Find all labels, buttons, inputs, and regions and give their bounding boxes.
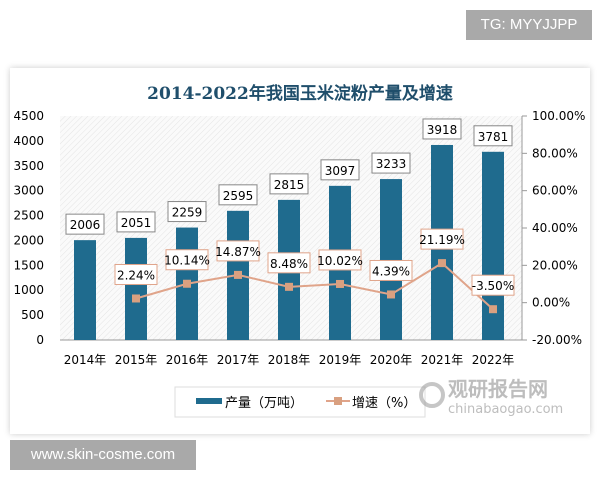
left-tick-label: 3500 <box>13 159 44 173</box>
svg-text:chinabaogao.com: chinabaogao.com <box>448 402 563 417</box>
bar-data-label: 3781 <box>478 130 509 144</box>
svg-text:观研报告网: 观研报告网 <box>448 377 548 401</box>
growth-data-label: 10.02% <box>317 254 363 268</box>
x-tick-label: 2015年 <box>115 353 158 367</box>
bar-data-label-box <box>116 211 156 233</box>
right-tick-label: 0.00% <box>532 296 570 310</box>
x-tick-label: 2021年 <box>421 353 464 367</box>
bar-data-label-box <box>167 201 207 223</box>
bar-data-label: 2815 <box>274 178 305 192</box>
left-tick-label: 4500 <box>13 109 44 123</box>
growth-data-label-box <box>318 249 362 271</box>
growth-data-label: 21.19% <box>419 233 465 247</box>
right-tick-label: 40.00% <box>532 221 578 235</box>
left-tick-label: 2000 <box>13 233 44 247</box>
bar-data-label: 3233 <box>376 157 407 171</box>
growth-marker <box>438 259 446 268</box>
right-tick-label: 80.00% <box>532 146 578 160</box>
x-tick-label: 2018年 <box>268 353 311 367</box>
growth-marker <box>183 279 191 288</box>
growth-marker <box>132 294 140 303</box>
bar <box>125 237 147 340</box>
legend-bar-label: 产量（万吨） <box>225 396 303 411</box>
right-tick-label: -20.00% <box>532 333 582 347</box>
growth-data-label-box <box>369 259 413 281</box>
left-tick-label: 2500 <box>13 209 44 223</box>
x-tick-label: 2022年 <box>472 353 515 367</box>
left-tick-label: 3000 <box>13 184 44 198</box>
chart-title: 2014-2022年我国玉米淀粉产量及增速 <box>147 83 453 104</box>
left-tick-label: 1000 <box>13 283 44 297</box>
growth-marker <box>489 305 497 314</box>
x-tick-label: 2014年 <box>64 353 107 367</box>
bar-data-label: 3918 <box>427 123 458 137</box>
right-tick-label: 20.00% <box>532 258 578 272</box>
bar-data-label: 2051 <box>121 216 152 230</box>
left-tick-label: 4000 <box>13 134 44 148</box>
bar-data-label-box <box>269 173 309 195</box>
growth-data-label-box <box>165 249 209 271</box>
growth-data-label-box <box>267 252 311 274</box>
growth-line <box>135 261 494 310</box>
bar-data-label-box <box>422 118 462 140</box>
bar <box>380 179 402 340</box>
growth-data-label-box <box>471 274 515 296</box>
bar-data-label-box <box>371 152 411 174</box>
growth-data-label: -3.50% <box>472 279 514 293</box>
x-tick-label: 2016年 <box>166 353 209 367</box>
watermark-top: TG: MYYJJPP <box>466 10 592 40</box>
growth-marker <box>387 290 395 299</box>
x-tick-label: 2019年 <box>319 353 362 367</box>
right-tick-label: 100.00% <box>532 109 585 123</box>
bar-data-label: 2595 <box>223 189 254 203</box>
bar-data-label-box <box>473 125 513 147</box>
growth-data-label-box <box>216 240 260 262</box>
x-tick-label: 2020年 <box>370 353 413 367</box>
bar-data-label: 2006 <box>70 218 101 232</box>
watermark-bottom: www.skin-cosme.com <box>10 440 196 470</box>
bar-data-label: 3097 <box>325 164 356 178</box>
growth-data-label: 2.24% <box>117 268 155 282</box>
legend-line-label: 增速（%） <box>352 396 416 411</box>
growth-data-label: 8.48% <box>270 257 308 271</box>
right-tick-label: 60.00% <box>532 184 578 198</box>
bar-data-label-box <box>65 213 105 235</box>
growth-data-label: 10.14% <box>164 254 210 268</box>
growth-data-label-box <box>420 228 464 250</box>
left-tick-label: 500 <box>21 308 44 322</box>
growth-data-label-box <box>114 263 158 285</box>
growth-marker <box>234 270 242 279</box>
growth-marker <box>336 279 344 288</box>
bar-data-label-box <box>218 184 258 206</box>
bar <box>74 240 96 340</box>
x-tick-label: 2017年 <box>217 353 260 367</box>
bar-data-label-box <box>320 159 360 181</box>
growth-data-label: 14.87% <box>215 245 261 259</box>
legend: 产量（万吨） 增速（%） <box>174 386 426 418</box>
bar-data-label: 2259 <box>172 206 203 220</box>
source-logo: 观研报告网 chinabaogao.com <box>419 377 563 417</box>
legend-bar-swatch <box>196 398 222 404</box>
growth-data-label: 4.39% <box>372 264 410 278</box>
growth-marker <box>285 282 293 291</box>
left-tick-label: 1500 <box>13 258 44 272</box>
left-tick-label: 0 <box>36 333 44 347</box>
